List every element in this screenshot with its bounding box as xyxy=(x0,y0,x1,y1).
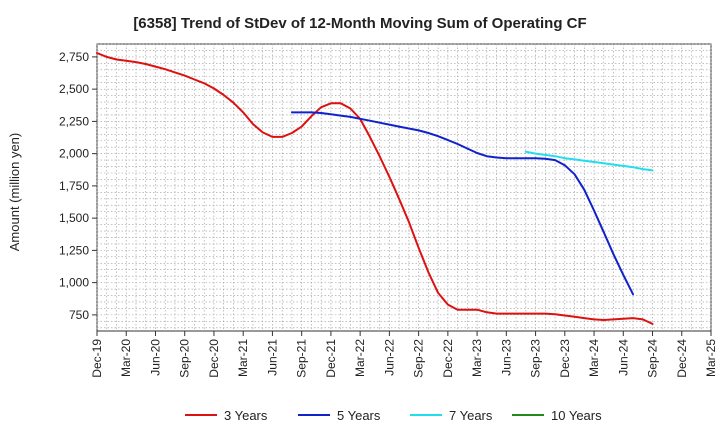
x-tick-label: Jun-20 xyxy=(148,339,162,376)
plot-border xyxy=(96,43,712,332)
y-tick-label: 1,500 xyxy=(59,211,89,225)
x-tick-label: Sep-24 xyxy=(646,339,660,378)
legend-item-3-years: 3 Years xyxy=(185,408,268,423)
x-tick-label: Mar-22 xyxy=(353,339,367,377)
legend-item-5-years: 5 Years xyxy=(298,408,381,423)
y-tick-label: 750 xyxy=(69,308,89,322)
y-tick-label: 2,250 xyxy=(59,114,89,128)
x-tick-label: Sep-21 xyxy=(295,339,309,378)
grid-layer xyxy=(96,43,712,331)
series-line-3-years xyxy=(96,52,654,325)
legend: 3 Years 5 Years 7 Years 10 Years xyxy=(185,408,602,423)
series-line-7-years xyxy=(524,150,654,172)
chart-title: [6358] Trend of StDev of 12-Month Moving… xyxy=(133,15,586,32)
legend-label: 3 Years xyxy=(224,408,268,423)
series-line-5-years xyxy=(290,111,634,296)
x-tick-label: Mar-24 xyxy=(587,339,601,377)
x-tick-label: Jun-24 xyxy=(616,339,630,376)
x-axis: Dec-19 Mar-20 Jun-20 Sep-20 Dec-20 Mar-21 Jun-… xyxy=(90,331,718,378)
y-tick-label: 1,000 xyxy=(59,276,89,290)
x-tick-label: Jun-21 xyxy=(265,339,279,376)
x-tick-label: Sep-22 xyxy=(412,339,426,378)
legend-item-10-years: 10 Years xyxy=(512,408,602,423)
y-tick-label: 1,750 xyxy=(59,179,89,193)
y-tick-label: 2,000 xyxy=(59,147,89,161)
x-tick-label: Dec-24 xyxy=(675,339,689,378)
x-tick-label: Jun-22 xyxy=(382,339,396,376)
x-tick-label: Dec-23 xyxy=(558,339,572,378)
x-tick-label: Sep-20 xyxy=(178,339,192,378)
plot-area xyxy=(96,43,712,332)
y-tick-label: 1,250 xyxy=(59,243,89,257)
x-tick-label: Dec-22 xyxy=(441,339,455,378)
y-axis: 750 1,000 1,250 1,500 1,750 2,000 2,250 2,500 2,… xyxy=(59,50,97,322)
y-tick-label: 2,750 xyxy=(59,50,89,64)
x-tick-label: Dec-19 xyxy=(90,339,104,378)
x-tick-label: Sep-23 xyxy=(529,339,543,378)
x-tick-label: Dec-21 xyxy=(324,339,338,378)
x-tick-label: Dec-20 xyxy=(207,339,221,378)
legend-label: 5 Years xyxy=(337,408,381,423)
y-axis-label: Amount (million yen) xyxy=(7,133,22,252)
x-tick-label: Mar-23 xyxy=(470,339,484,377)
x-tick-label: Mar-20 xyxy=(119,339,133,377)
y-tick-label: 2,500 xyxy=(59,82,89,96)
legend-label: 10 Years xyxy=(551,408,602,423)
x-tick-label: Jun-23 xyxy=(499,339,513,376)
legend-label: 7 Years xyxy=(449,408,493,423)
x-tick-label: Mar-21 xyxy=(236,339,250,377)
series-layer xyxy=(96,52,654,325)
legend-item-7-years: 7 Years xyxy=(410,408,493,423)
x-tick-label: Mar-25 xyxy=(704,339,718,377)
